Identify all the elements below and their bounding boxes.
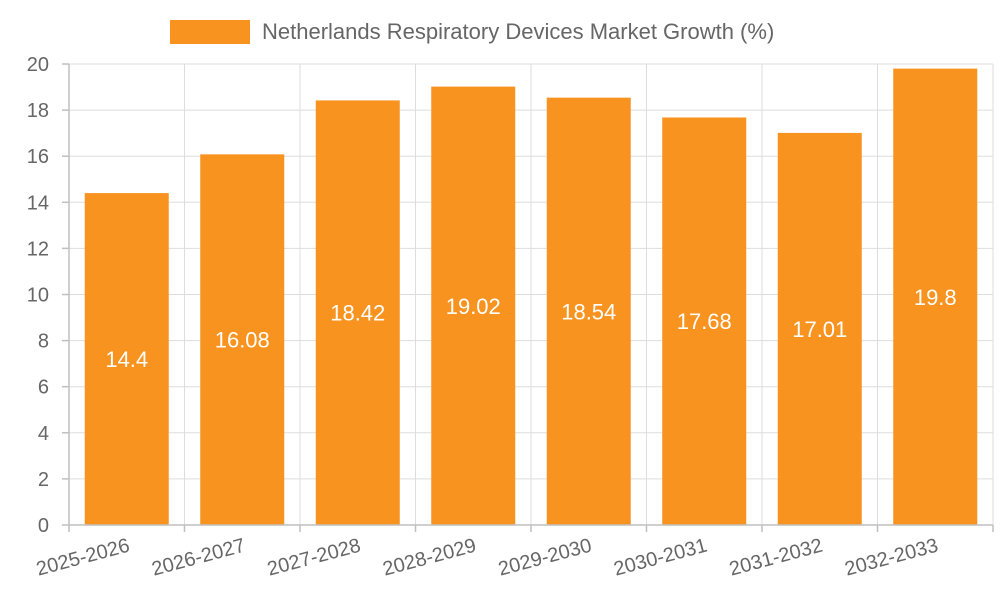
bar — [662, 117, 747, 525]
bars — [84, 68, 978, 526]
bar — [84, 193, 169, 525]
x-tick-label: 2030-2031 — [611, 535, 709, 581]
y-tick-label: 18 — [27, 100, 49, 122]
y-tick-label: 4 — [38, 423, 49, 445]
y-tick-label: 12 — [27, 238, 49, 260]
x-tick-label: 2027-2028 — [265, 535, 363, 581]
y-tick-label: 6 — [38, 377, 49, 399]
bar-value-label: 18.54 — [561, 299, 616, 324]
legend-label: Netherlands Respiratory Devices Market G… — [262, 19, 774, 44]
bar — [315, 100, 400, 525]
bar — [431, 86, 516, 526]
bar-value-label: 18.42 — [330, 301, 385, 326]
bar — [777, 132, 862, 525]
bar-value-label: 17.68 — [677, 309, 732, 334]
legend-swatch — [170, 20, 250, 44]
bar — [893, 68, 978, 526]
legend: Netherlands Respiratory Devices Market G… — [170, 19, 774, 44]
x-tick-label: 2032-2033 — [842, 535, 940, 581]
y-tick-label: 8 — [38, 331, 49, 353]
bar-value-label: 19.02 — [446, 294, 501, 319]
bar-value-label: 17.01 — [792, 317, 847, 342]
x-tick-label: 2025-2026 — [34, 535, 132, 581]
bar — [546, 97, 631, 525]
y-tick-label: 0 — [38, 515, 49, 537]
data-labels: 14.4 16.08 18.42 19.02 18.54 17.68 17.01 19.8 — [105, 285, 956, 372]
bar — [200, 154, 285, 525]
x-tick-label: 2028-2029 — [380, 535, 478, 581]
y-tick-label: 10 — [27, 285, 49, 307]
x-tick-label: 2029-2030 — [496, 535, 594, 581]
y-tick-label: 14 — [27, 192, 49, 214]
bar-value-label: 14.4 — [105, 347, 148, 372]
x-tick-label: 2031-2032 — [727, 535, 825, 581]
y-tick-label: 16 — [27, 146, 49, 168]
x-tick-label: 2026-2027 — [149, 535, 247, 581]
bar-value-label: 16.08 — [215, 328, 270, 353]
y-tick-label: 20 — [27, 54, 49, 76]
bar-value-label: 19.8 — [914, 285, 957, 310]
y-tick-label: 2 — [38, 469, 49, 491]
